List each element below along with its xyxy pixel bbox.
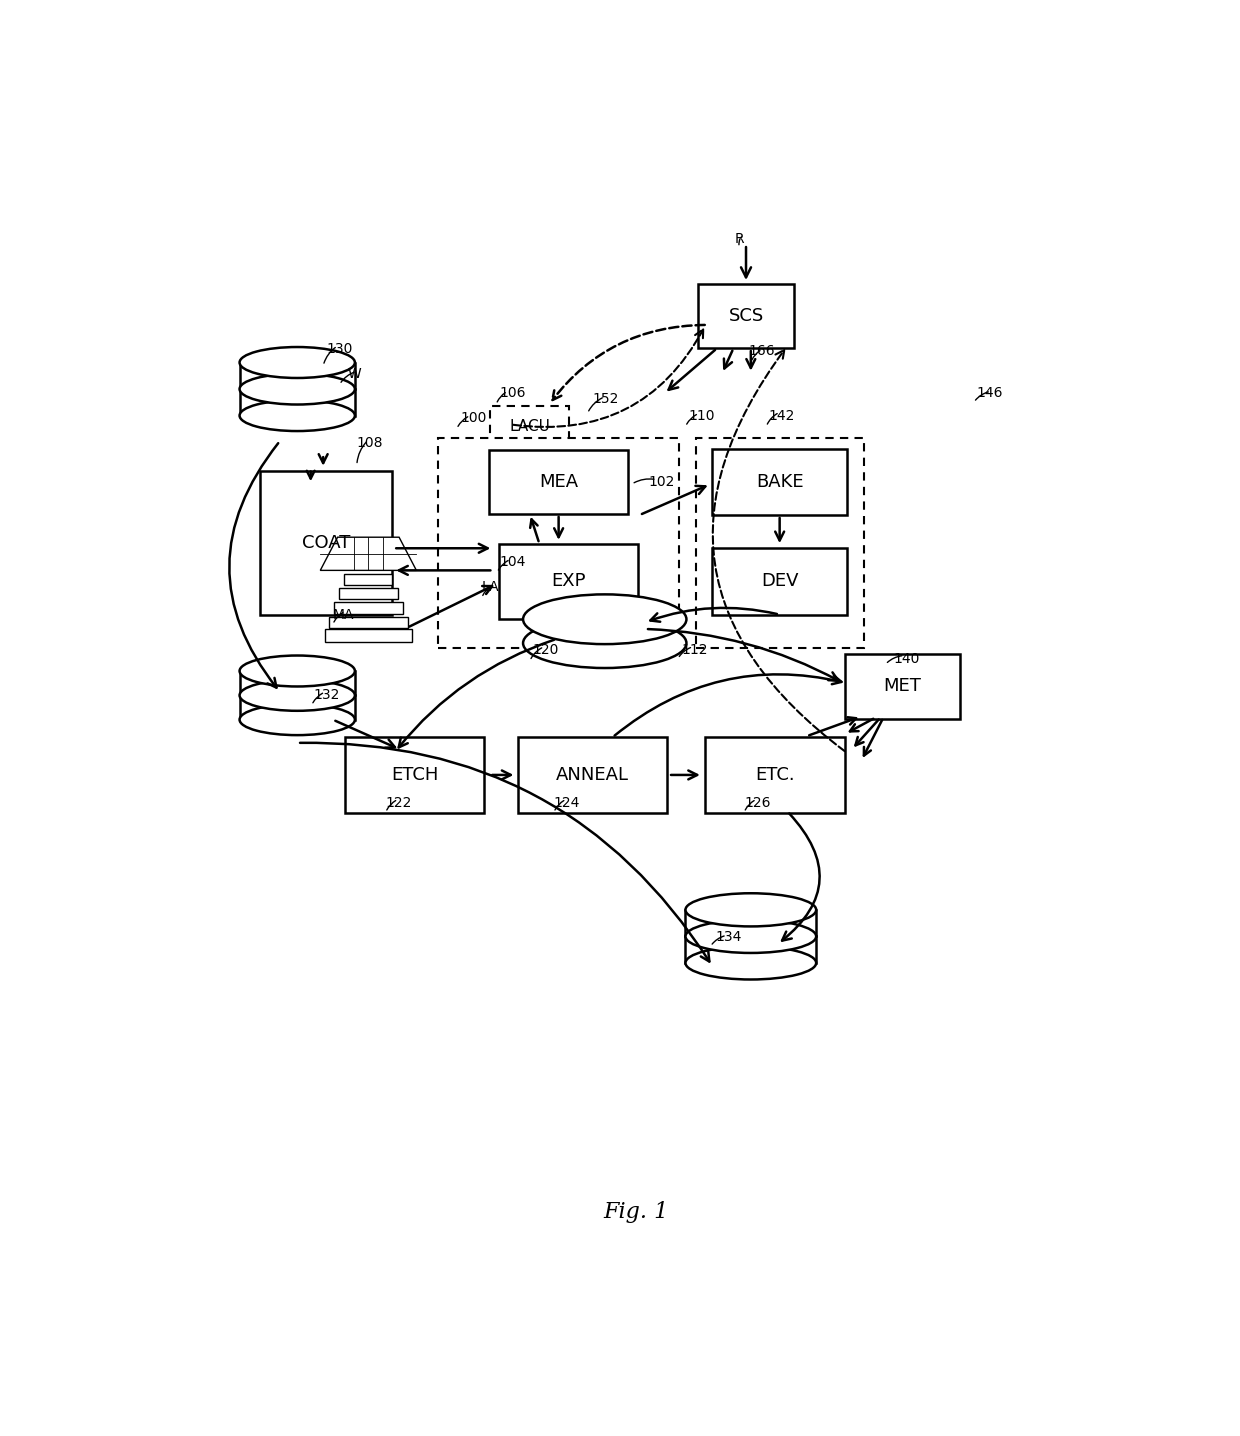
Text: 112: 112 (682, 643, 708, 658)
Text: LA: LA (481, 580, 500, 595)
FancyBboxPatch shape (713, 549, 847, 615)
Polygon shape (320, 537, 417, 570)
Ellipse shape (239, 373, 355, 405)
Text: W: W (347, 366, 361, 381)
Text: MET: MET (884, 678, 921, 695)
Text: 110: 110 (688, 409, 714, 422)
Polygon shape (325, 629, 412, 642)
Text: DEV: DEV (761, 573, 799, 590)
Text: 124: 124 (554, 796, 580, 810)
Text: SCS: SCS (728, 307, 764, 325)
Text: ETCH: ETCH (391, 765, 438, 784)
Text: 134: 134 (715, 931, 742, 945)
Ellipse shape (239, 348, 355, 378)
Ellipse shape (686, 893, 816, 926)
FancyBboxPatch shape (345, 737, 484, 813)
Polygon shape (334, 603, 403, 613)
Text: EXP: EXP (551, 573, 585, 590)
Text: 130: 130 (326, 342, 352, 356)
Text: 132: 132 (314, 688, 340, 702)
FancyBboxPatch shape (489, 449, 629, 514)
Text: 106: 106 (498, 386, 526, 401)
FancyBboxPatch shape (518, 737, 667, 813)
Text: 126: 126 (744, 796, 770, 810)
FancyBboxPatch shape (844, 655, 960, 718)
Ellipse shape (239, 704, 355, 735)
Text: 166: 166 (749, 345, 775, 359)
FancyBboxPatch shape (498, 544, 637, 619)
Text: 104: 104 (498, 554, 526, 569)
Text: 142: 142 (768, 409, 795, 422)
Ellipse shape (686, 946, 816, 979)
Text: LACU: LACU (510, 419, 551, 434)
Text: BAKE: BAKE (756, 472, 804, 491)
FancyBboxPatch shape (713, 448, 847, 516)
Text: 152: 152 (593, 392, 619, 406)
Text: 108: 108 (357, 437, 383, 451)
Ellipse shape (686, 920, 816, 954)
FancyBboxPatch shape (259, 471, 392, 615)
FancyBboxPatch shape (698, 284, 794, 348)
Text: COAT: COAT (301, 534, 350, 551)
Ellipse shape (239, 401, 355, 431)
Text: R: R (734, 231, 744, 246)
Text: 122: 122 (386, 796, 412, 810)
Polygon shape (329, 617, 408, 628)
Text: 120: 120 (533, 643, 559, 658)
FancyBboxPatch shape (439, 438, 678, 648)
Ellipse shape (523, 619, 687, 668)
Text: 102: 102 (649, 475, 675, 488)
Ellipse shape (523, 595, 687, 645)
Text: ETC.: ETC. (755, 765, 795, 784)
Polygon shape (345, 574, 392, 584)
FancyBboxPatch shape (706, 737, 844, 813)
Text: MEA: MEA (539, 472, 578, 491)
FancyBboxPatch shape (490, 405, 569, 448)
Ellipse shape (239, 679, 355, 711)
Text: ANNEAL: ANNEAL (556, 765, 629, 784)
Text: 146: 146 (977, 386, 1003, 401)
Ellipse shape (239, 655, 355, 686)
Text: Fig. 1: Fig. 1 (603, 1200, 668, 1222)
Polygon shape (339, 589, 398, 599)
Text: 140: 140 (893, 652, 919, 666)
Text: MA: MA (332, 607, 355, 622)
FancyBboxPatch shape (696, 438, 864, 648)
Text: 100: 100 (460, 411, 487, 425)
